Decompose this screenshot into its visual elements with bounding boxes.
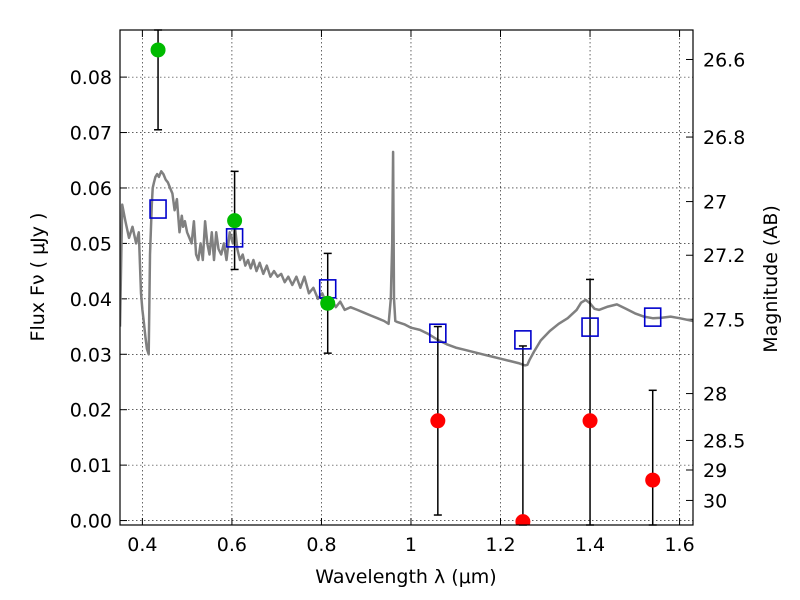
upper-limit-point [430,413,446,429]
template-spectrum-line [120,150,693,367]
y-tick-label: 0.04 [70,289,112,311]
y-axis-label: Flux Fν ( μJy ) [27,213,49,342]
upper-limit-point [582,413,598,429]
magnitude-axis-label: Magnitude (AB) [760,205,782,353]
magnitude-tick-label: 30 [703,490,727,512]
plot-area [120,29,693,526]
y-axis-ticks: 0.00 0.01 0.02 0.03 0.04 0.05 0.06 0.07 0.08 [70,67,127,533]
y-tick-label: 0.02 [70,400,112,422]
y-tick-label: 0.06 [70,178,112,200]
model-photometry-square [225,228,244,248]
magnitude-tick-label: 26.6 [703,49,745,71]
detection-point [227,213,243,229]
magnitude-tick-label: 28 [703,384,727,406]
magnitude-tick-label: 28.5 [703,430,745,452]
x-tick-label: 1.4 [575,534,605,556]
magnitude-tick-label: 27.5 [703,309,745,331]
y-tick-label: 0.08 [70,67,112,89]
upper-limit-point [645,472,661,488]
upper-limit-point [515,514,531,525]
model-photometry-square [643,307,662,327]
model-photometry-square [149,199,167,219]
model-photometry-square [514,330,532,350]
x-tick-label: 0.4 [127,534,157,556]
magnitude-tick-label: 27.2 [703,245,745,267]
x-tick-label: 0.8 [306,534,336,556]
magnitude-tick-label: 27 [703,192,727,214]
plot-frame [119,29,694,526]
magnitude-tick-label: 26.8 [703,127,745,149]
model-photometry-square [581,317,599,337]
x-tick-label: 1.2 [485,534,515,556]
grid-lines [120,30,693,525]
x-axis-ticks: 0.4 0.6 0.8 1 1.2 1.4 1.6 [127,30,695,556]
model-photometry-square [429,323,447,344]
x-tick-label: 1 [405,534,417,556]
x-tick-label: 1.6 [664,534,694,556]
x-tick-label: 0.6 [217,534,247,556]
magnitude-axis-ticks: 26.6 26.8 27 27.2 27.5 28 28.5 29 30 [686,49,745,512]
y-tick-label: 0.07 [70,123,112,145]
detection-point [320,295,336,311]
y-tick-label: 0.01 [70,455,112,477]
x-axis-label: Wavelength λ (μm) [315,566,496,588]
y-tick-label: 0.03 [70,344,112,366]
y-tick-label: 0.05 [70,233,112,255]
y-tick-label: 0.00 [70,511,112,533]
magnitude-tick-label: 29 [703,460,727,482]
detection-point [150,42,166,58]
